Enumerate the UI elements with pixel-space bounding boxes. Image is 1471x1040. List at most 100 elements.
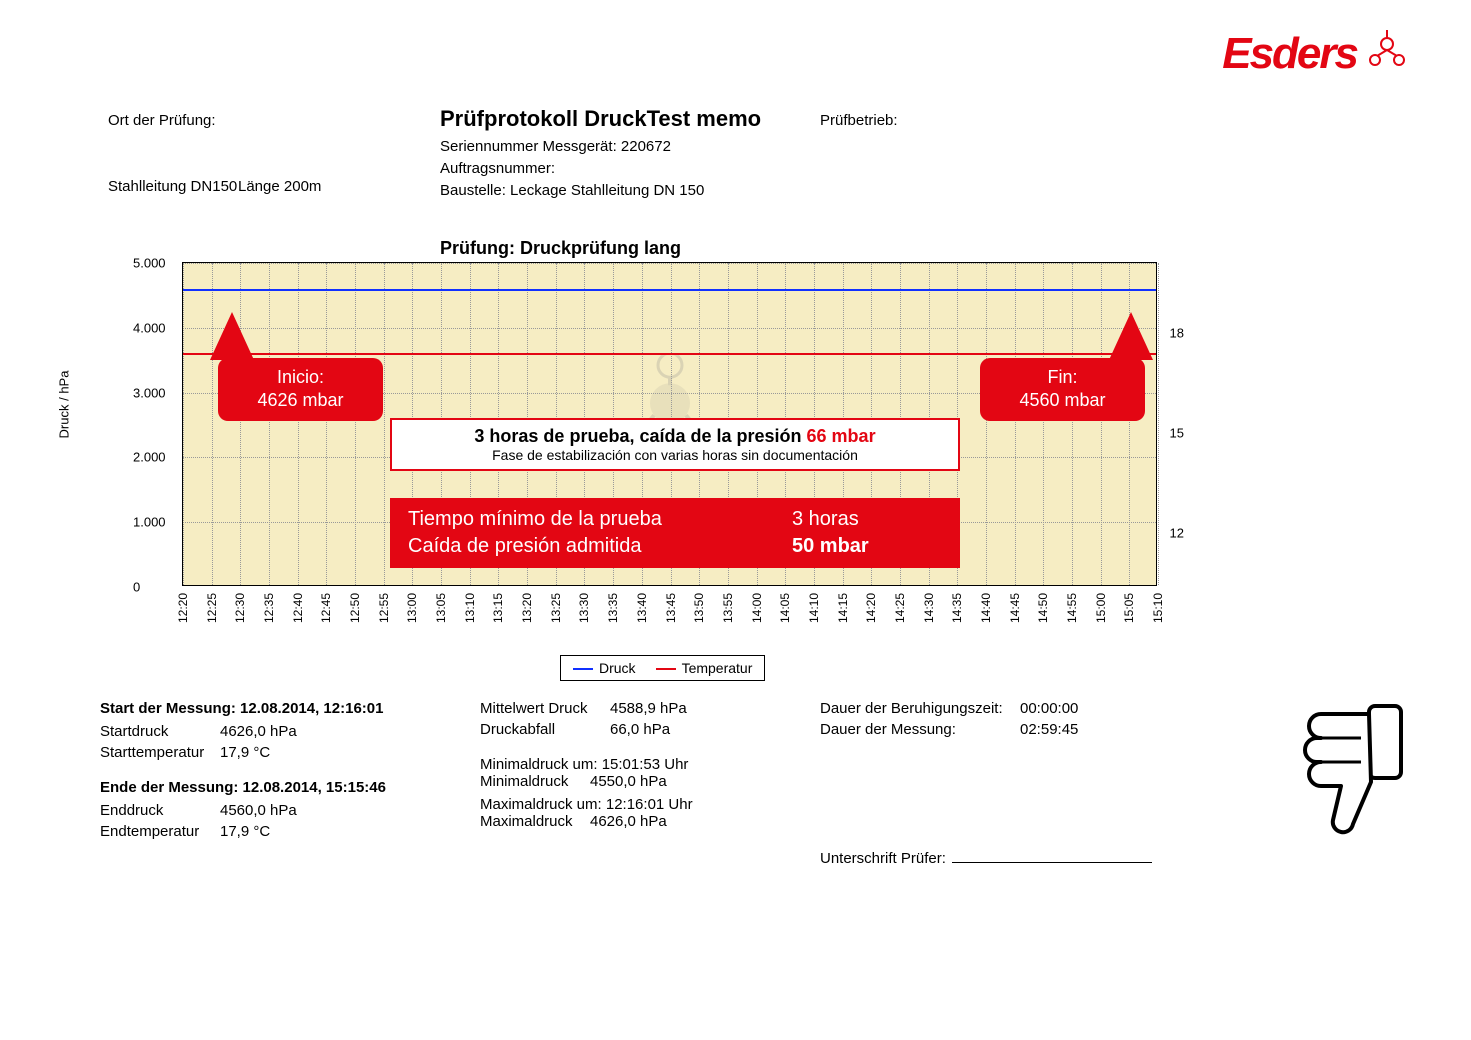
y-tick: 2.000 xyxy=(133,450,166,465)
redbar-r1-value: 3 horas xyxy=(792,508,942,531)
starttemp-label: Starttemperatur xyxy=(100,744,220,761)
thumbs-down-icon xyxy=(1291,700,1411,845)
legend-pressure-label: Druck xyxy=(599,660,636,676)
pressure-line xyxy=(183,289,1156,291)
enddruck-label: Enddruck xyxy=(100,802,220,819)
infobox-main-hl: 66 mbar xyxy=(807,426,876,446)
x-tick: 13:45 xyxy=(664,593,678,623)
results-col-left: Start der Messung: 12.08.2014, 12:16:01 … xyxy=(100,700,420,844)
x-tick: 14:30 xyxy=(922,593,936,623)
brand-logo: Esders xyxy=(1222,24,1411,83)
y-tick: 5.000 xyxy=(133,256,166,271)
y2-tick: 18 xyxy=(1170,326,1184,341)
callout-end-label: Fin: xyxy=(994,366,1131,389)
pipe-length: Länge 200m xyxy=(238,178,321,195)
infobox-sub: Fase de estabilización con varias horas … xyxy=(404,447,946,463)
callout-end-value: 4560 mbar xyxy=(994,389,1131,412)
enddruck-value: 4560,0 hPa xyxy=(220,802,297,819)
min-label: Minimaldruck xyxy=(480,773,590,790)
x-tick: 14:45 xyxy=(1008,593,1022,623)
x-tick: 12:20 xyxy=(176,593,190,623)
callout-start-value: 4626 mbar xyxy=(232,389,369,412)
beruh-label: Dauer der Beruhigungszeit: xyxy=(820,700,1020,717)
y2-tick: 12 xyxy=(1170,526,1184,541)
callout-start: Inicio: 4626 mbar xyxy=(218,358,383,421)
y-tick: 4.000 xyxy=(133,320,166,335)
x-tick: 13:50 xyxy=(692,593,706,623)
x-tick: 12:55 xyxy=(377,593,391,623)
baustelle: Baustelle: Leckage Stahlleitung DN 150 xyxy=(440,182,704,199)
order-number: Auftragsnummer: xyxy=(440,160,555,177)
y-tick: 3.000 xyxy=(133,385,166,400)
pruefbetrieb-label: Prüfbetrieb: xyxy=(820,112,898,129)
x-tick: 15:05 xyxy=(1122,593,1136,623)
y-tick: 0 xyxy=(133,580,140,595)
x-tick: 14:35 xyxy=(950,593,964,623)
x-tick: 13:35 xyxy=(606,593,620,623)
results-col-mid: Mittelwert Druck4588,9 hPa Druckabfall66… xyxy=(480,700,800,834)
startdruck-label: Startdruck xyxy=(100,723,220,740)
x-tick: 12:25 xyxy=(205,593,219,623)
endtemp-label: Endtemperatur xyxy=(100,823,220,840)
callout-end: Fin: 4560 mbar xyxy=(980,358,1145,421)
x-tick: 13:55 xyxy=(721,593,735,623)
legend-pressure: Druck xyxy=(573,660,636,676)
max-at: Maximaldruck um: 12:16:01 Uhr xyxy=(480,796,800,813)
signature-label: Unterschrift Prüfer: xyxy=(820,850,946,867)
x-tick: 13:20 xyxy=(520,593,534,623)
x-tick: 15:00 xyxy=(1094,593,1108,623)
y-tick: 1.000 xyxy=(133,515,166,530)
infobox-main-text: 3 horas de prueba, caída de la presión xyxy=(474,426,806,446)
beruh-value: 00:00:00 xyxy=(1020,700,1078,717)
redbar-r2-label: Caída de presión admitida xyxy=(408,535,792,558)
x-tick: 14:55 xyxy=(1065,593,1079,623)
min-value: 4550,0 hPa xyxy=(590,773,667,790)
serial-number: Seriennummer Messgerät: 220672 xyxy=(440,138,671,155)
x-tick: 13:10 xyxy=(463,593,477,623)
x-tick: 12:40 xyxy=(291,593,305,623)
x-tick: 12:35 xyxy=(262,593,276,623)
x-tick: 13:40 xyxy=(635,593,649,623)
mittel-value: 4588,9 hPa xyxy=(610,700,687,717)
y-axis-title: Druck / hPa xyxy=(56,371,71,439)
x-tick: 13:00 xyxy=(405,593,419,623)
x-tick: 14:20 xyxy=(864,593,878,623)
infobox: 3 horas de prueba, caída de la presión 6… xyxy=(390,418,960,471)
brand-icon xyxy=(1363,24,1411,83)
legend-temperature-label: Temperatur xyxy=(682,660,753,676)
page-title: Prüfprotokoll DruckTest memo xyxy=(440,106,761,132)
x-tick: 14:10 xyxy=(807,593,821,623)
starttemp-value: 17,9 °C xyxy=(220,744,270,761)
x-tick: 12:45 xyxy=(319,593,333,623)
x-tick: 12:30 xyxy=(233,593,247,623)
redbar-r1-label: Tiempo mínimo de la prueba xyxy=(408,508,792,531)
endtemp-value: 17,9 °C xyxy=(220,823,270,840)
temperature-line xyxy=(183,353,1156,355)
start-head: Start der Messung: 12.08.2014, 12:16:01 xyxy=(100,700,420,717)
redbar: Tiempo mínimo de la prueba 3 horas Caída… xyxy=(390,498,960,568)
end-head: Ende der Messung: 12.08.2014, 15:15:46 xyxy=(100,779,420,796)
max-label: Maximaldruck xyxy=(480,813,590,830)
results-col-right: Dauer der Beruhigungszeit:00:00:00 Dauer… xyxy=(820,700,1140,742)
legend: Druck Temperatur xyxy=(560,655,765,681)
pipe-spec: Stahlleitung DN150 xyxy=(108,178,237,195)
brand-text: Esders xyxy=(1222,29,1357,79)
mess-label: Dauer der Messung: xyxy=(820,721,1020,738)
x-tick: 14:15 xyxy=(836,593,850,623)
legend-temperature: Temperatur xyxy=(656,660,753,676)
x-tick: 14:50 xyxy=(1036,593,1050,623)
startdruck-value: 4626,0 hPa xyxy=(220,723,297,740)
infobox-main: 3 horas de prueba, caída de la presión 6… xyxy=(404,426,946,447)
pruefung-title: Prüfung: Druckprüfung lang xyxy=(440,238,681,259)
redbar-r2-value: 50 mbar xyxy=(792,535,942,558)
abfall-label: Druckabfall xyxy=(480,721,610,738)
x-tick: 14:25 xyxy=(893,593,907,623)
x-tick: 13:05 xyxy=(434,593,448,623)
min-at: Minimaldruck um: 15:01:53 Uhr xyxy=(480,756,800,773)
y2-tick: 15 xyxy=(1170,426,1184,441)
x-tick: 13:15 xyxy=(491,593,505,623)
x-tick: 13:25 xyxy=(549,593,563,623)
ort-label: Ort der Prüfung: xyxy=(108,112,216,129)
callout-start-label: Inicio: xyxy=(232,366,369,389)
mittel-label: Mittelwert Druck xyxy=(480,700,610,717)
